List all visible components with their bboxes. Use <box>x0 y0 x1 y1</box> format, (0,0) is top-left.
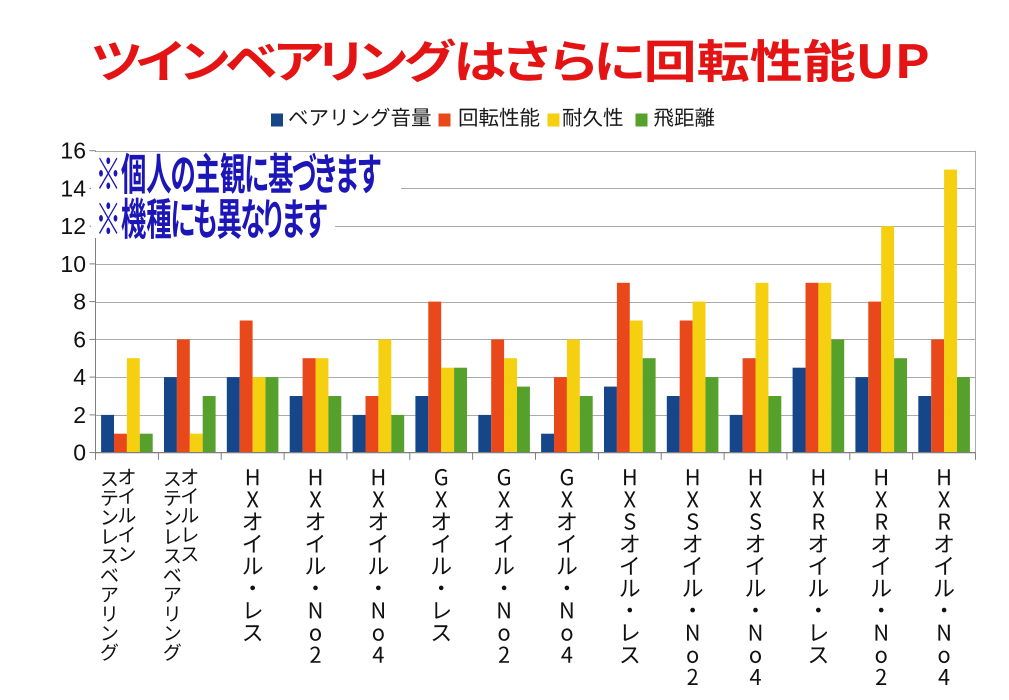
svg-text:12: 12 <box>60 213 86 239</box>
svg-text:4: 4 <box>73 364 86 390</box>
svg-text:8: 8 <box>73 289 86 315</box>
svg-text:10: 10 <box>60 251 86 277</box>
svg-text:0: 0 <box>73 440 86 466</box>
svg-text:16: 16 <box>60 138 86 164</box>
svg-text:14: 14 <box>60 175 86 201</box>
svg-text:6: 6 <box>73 326 86 352</box>
svg-text:2: 2 <box>73 402 86 428</box>
